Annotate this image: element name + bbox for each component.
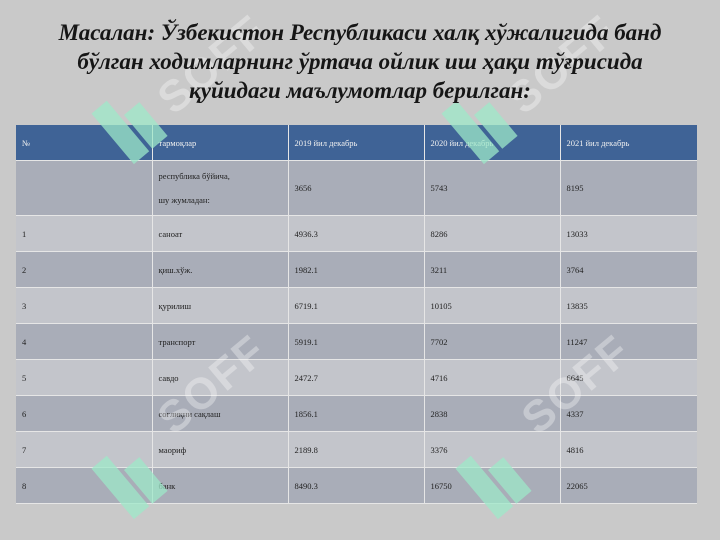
- row-number: 2: [16, 251, 153, 288]
- summary-2020: 5743: [424, 160, 561, 216]
- row-2021: 13835: [560, 287, 697, 324]
- row-number: 3: [16, 287, 153, 324]
- row-2019: 2472.7: [288, 359, 425, 396]
- header-2020: 2020 йил декабрь: [424, 125, 561, 161]
- table-row: 3 қурилиш 6719.1 10105 13835: [16, 287, 697, 324]
- row-sector: транспорт: [152, 323, 289, 360]
- table-row: 7 маориф 2189.8 3376 4816: [16, 431, 697, 468]
- header-2021: 2021 йил декабрь: [560, 125, 697, 161]
- row-sector: савдо: [152, 359, 289, 396]
- row-2019: 4936.3: [288, 215, 425, 252]
- row-number: 1: [16, 215, 153, 252]
- header-sectors: тармоқлар: [152, 125, 289, 161]
- table-row: 2 қиш.хўж. 1982.1 3211 3764: [16, 251, 697, 288]
- summary-num: [16, 160, 153, 216]
- row-2019: 6719.1: [288, 287, 425, 324]
- row-2021: 4816: [560, 431, 697, 468]
- row-2020: 2838: [424, 395, 561, 432]
- row-2020: 16750: [424, 467, 561, 504]
- table-row: 6 соғлиқни сақлаш 1856.1 2838 4337: [16, 395, 697, 432]
- row-sector: қурилиш: [152, 287, 289, 324]
- row-sector: маориф: [152, 431, 289, 468]
- salary-table-container: № тармоқлар 2019 йил декабрь 2020 йил де…: [16, 125, 697, 504]
- table-header-row: № тармоқлар 2019 йил декабрь 2020 йил де…: [16, 125, 697, 161]
- row-sector: соғлиқни сақлаш: [152, 395, 289, 432]
- row-2021: 11247: [560, 323, 697, 360]
- summary-2021: 8195: [560, 160, 697, 216]
- header-2019: 2019 йил декабрь: [288, 125, 425, 161]
- row-2020: 3376: [424, 431, 561, 468]
- summary-row: республика бўйича, шу жумладан: 3656 574…: [16, 160, 697, 216]
- summary-label-line2: шу жумладан:: [158, 195, 210, 205]
- row-number: 4: [16, 323, 153, 360]
- salary-table: № тармоқлар 2019 йил декабрь 2020 йил де…: [16, 125, 697, 504]
- table-row: 5 савдо 2472.7 4716 6645: [16, 359, 697, 396]
- row-2020: 10105: [424, 287, 561, 324]
- row-2021: 4337: [560, 395, 697, 432]
- row-sector: қиш.хўж.: [152, 251, 289, 288]
- row-2019: 8490.3: [288, 467, 425, 504]
- row-2019: 5919.1: [288, 323, 425, 360]
- summary-label: республика бўйича, шу жумладан:: [152, 160, 289, 216]
- slide-title: Масалан: Ўзбекистон Республикаси халқ хў…: [58, 20, 662, 103]
- row-number: 8: [16, 467, 153, 504]
- row-sector: банк: [152, 467, 289, 504]
- row-number: 6: [16, 395, 153, 432]
- row-2020: 8286: [424, 215, 561, 252]
- row-2021: 13033: [560, 215, 697, 252]
- row-number: 5: [16, 359, 153, 396]
- row-number: 7: [16, 431, 153, 468]
- summary-label-line1: республика бўйича,: [158, 171, 230, 181]
- row-2020: 4716: [424, 359, 561, 396]
- row-2021: 22065: [560, 467, 697, 504]
- row-2019: 1982.1: [288, 251, 425, 288]
- summary-2019: 3656: [288, 160, 425, 216]
- row-2019: 2189.8: [288, 431, 425, 468]
- header-number: №: [16, 125, 153, 161]
- table-row: 8 банк 8490.3 16750 22065: [16, 467, 697, 504]
- row-2020: 3211: [424, 251, 561, 288]
- table-row: 1 саноат 4936.3 8286 13033: [16, 215, 697, 252]
- row-2021: 3764: [560, 251, 697, 288]
- row-sector: саноат: [152, 215, 289, 252]
- row-2020: 7702: [424, 323, 561, 360]
- table-row: 4 транспорт 5919.1 7702 11247: [16, 323, 697, 360]
- row-2021: 6645: [560, 359, 697, 396]
- row-2019: 1856.1: [288, 395, 425, 432]
